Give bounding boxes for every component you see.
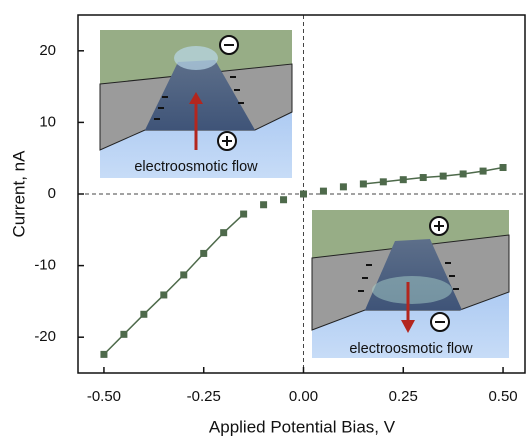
y-tick-label: -20 (34, 328, 56, 345)
y-tick-label: 20 (39, 42, 56, 59)
data-point (299, 190, 307, 198)
x-tick-label: 0.25 (389, 388, 418, 405)
x-tick-label: -0.25 (187, 388, 221, 405)
data-point (339, 183, 347, 191)
data-point (260, 201, 268, 209)
x-axis-title: Applied Potential Bias, V (209, 417, 396, 436)
y-tick-label: 10 (39, 113, 56, 130)
inset-negative-top: electroosmotic flow (99, 30, 293, 178)
x-tick-label: -0.50 (87, 388, 121, 405)
fit-line (103, 166, 504, 355)
y-tick-label: -10 (34, 257, 56, 274)
data-point (319, 187, 327, 195)
data-point (280, 196, 288, 204)
x-tick-label: 0.50 (488, 388, 517, 405)
y-axis-title: Current, nA (9, 150, 28, 238)
y-tick-label: 0 (48, 185, 56, 202)
x-tick-label: 0.00 (289, 388, 318, 405)
inset-positive-top: electroosmotic flow (311, 210, 510, 358)
inset-label: electroosmotic flow (349, 341, 473, 357)
inset-label: electroosmotic flow (134, 159, 258, 175)
